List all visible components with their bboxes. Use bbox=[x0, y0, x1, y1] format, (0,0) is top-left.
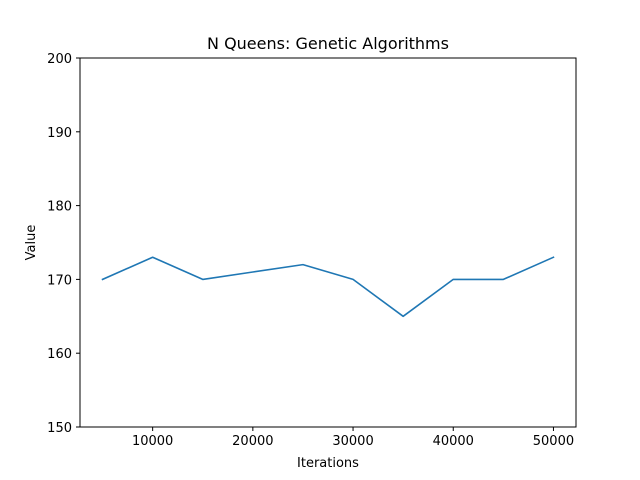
y-tick-label: 170 bbox=[47, 273, 72, 288]
plot-frame bbox=[79, 57, 577, 428]
series-line bbox=[101, 256, 555, 318]
y-tick-label: 150 bbox=[47, 421, 72, 436]
x-tick-label: 20000 bbox=[232, 434, 273, 449]
x-tick-label: 10000 bbox=[132, 434, 173, 449]
x-tick-label: 40000 bbox=[433, 434, 474, 449]
y-axis-title: Value bbox=[24, 225, 39, 261]
y-tick-label: 160 bbox=[47, 347, 72, 362]
x-axis: 10000 20000 30000 40000 50000 bbox=[132, 427, 574, 449]
x-tick-label: 30000 bbox=[332, 434, 373, 449]
x-tick-label: 50000 bbox=[533, 434, 574, 449]
x-axis-title: Iterations bbox=[297, 456, 359, 471]
y-tick-label: 180 bbox=[47, 200, 72, 215]
y-tick-label: 200 bbox=[47, 52, 72, 67]
chart-title: N Queens: Genetic Algorithms bbox=[207, 34, 449, 53]
y-axis: 150 160 170 180 190 200 bbox=[47, 52, 80, 436]
y-tick-label: 190 bbox=[47, 126, 72, 141]
